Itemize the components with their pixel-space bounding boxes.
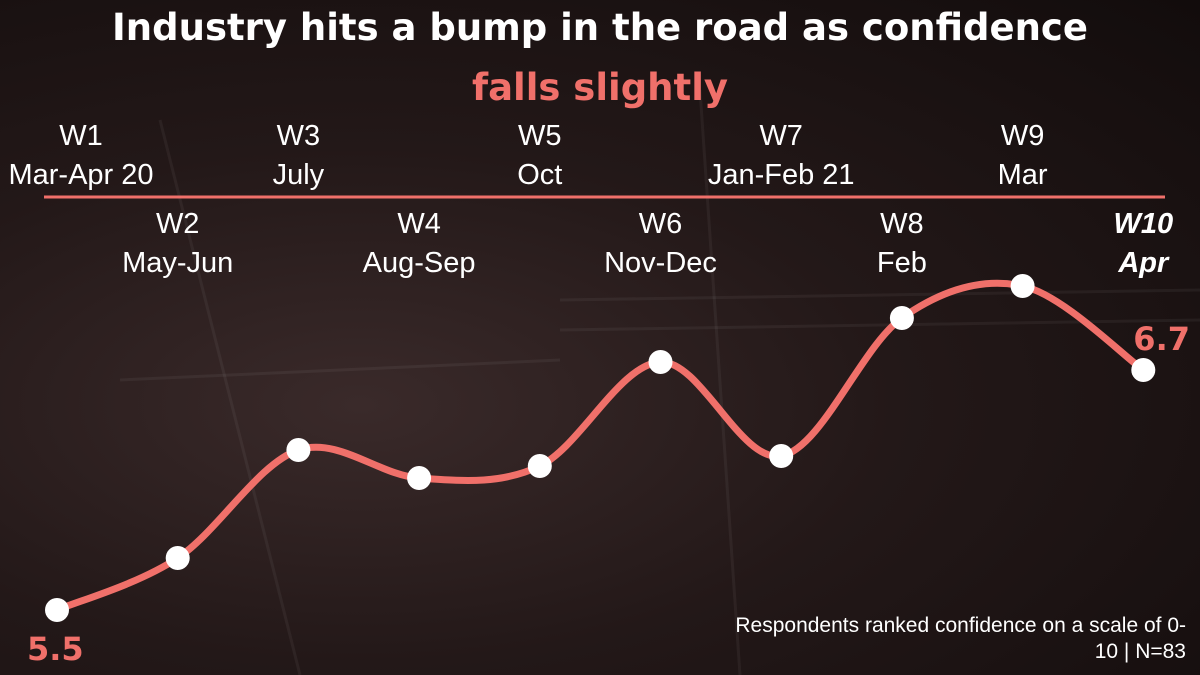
footnote: Respondents ranked confidence on a scale…	[735, 614, 1186, 663]
x-tick-label-w7: W7	[759, 120, 803, 152]
data-label-last: 6.7	[1133, 320, 1190, 358]
x-tick-label-w8: W8	[880, 208, 924, 240]
x-tick-label-w10: W10	[1113, 208, 1173, 240]
data-label-first: 5.5	[27, 630, 84, 668]
x-tick-label-w3: W3	[277, 120, 321, 152]
x-tick-period-w9: Mar	[998, 159, 1048, 191]
data-point-w3	[286, 438, 311, 462]
x-tick-period-w2: May-Jun	[122, 247, 233, 279]
x-tick-label-w9: W9	[1001, 120, 1045, 152]
x-tick-period-w4: Aug-Sep	[363, 247, 476, 279]
x-tick-period-w10: Apr	[1117, 247, 1170, 279]
data-points	[45, 274, 1156, 622]
x-tick-label-w2: W2	[156, 208, 200, 240]
x-tick-period-w1: Mar-Apr 20	[8, 159, 153, 191]
data-point-w2	[165, 546, 190, 570]
data-point-w8	[889, 306, 914, 330]
x-tick-label-w4: W4	[397, 208, 441, 240]
series-line	[53, 279, 1147, 614]
x-tick-label-w1: W1	[59, 120, 103, 152]
data-point-w4	[407, 466, 432, 490]
data-point-w9	[1010, 274, 1035, 298]
data-point-w6	[648, 350, 673, 374]
background-decoration	[119, 89, 1200, 675]
data-point-w7	[769, 444, 794, 468]
x-tick-period-w3: July	[273, 159, 325, 191]
x-tick-period-w7: Jan-Feb 21	[708, 159, 855, 191]
x-tick-period-w8: Feb	[877, 247, 927, 279]
x-tick-label-w6: W6	[639, 208, 683, 240]
x-tick-period-w5: Oct	[517, 159, 562, 191]
x-tick-label-w5: W5	[518, 120, 562, 152]
data-point-w1	[45, 598, 69, 622]
chart-title: Industry hits a bump in the road as conf…	[112, 6, 1088, 49]
data-point-w10	[1131, 358, 1156, 382]
x-tick-period-w6: Nov-Dec	[604, 247, 717, 279]
data-point-w5	[527, 454, 552, 478]
chart-subtitle: falls slightly	[472, 66, 728, 109]
